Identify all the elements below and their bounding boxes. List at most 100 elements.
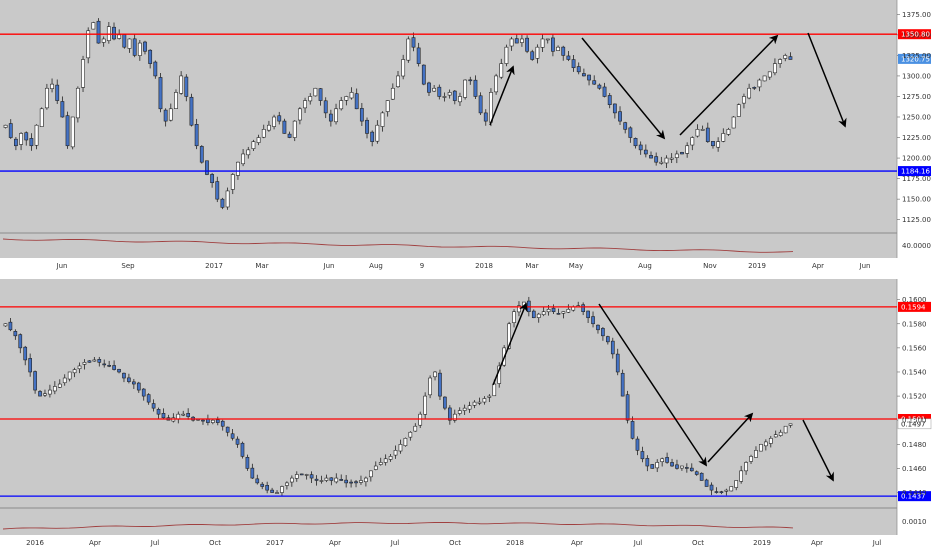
top-candle-body [773,63,777,74]
top-candle-body [50,83,54,89]
top-candle-body [566,55,571,60]
top-candle-body [65,115,70,147]
bottom-candle-body [260,483,265,487]
top-candle-body [509,38,514,47]
bottom-candle-body [546,308,551,313]
bottom-candle-body [680,465,684,469]
bottom-candle-body [304,474,309,476]
bottom-candle-body [645,458,650,467]
top-candle-body [747,87,752,99]
bottom-candle-body [92,359,97,362]
bottom-candle-body [87,360,92,363]
top-candle-body [101,38,106,43]
top-candle-body [587,74,591,81]
top-candle-body [370,131,375,142]
top-candle-body [705,127,710,142]
bottom-candle-body [329,477,334,481]
bottom-candle-body [339,479,344,481]
top-candle-body [153,61,158,77]
top-candle-body [664,157,669,164]
bottom-y-tick-label: 0.1480 [902,441,927,449]
bottom-candle-body [132,381,136,385]
top-candle-body [127,38,132,49]
top-candle-body [695,129,700,137]
bottom-candle-body [280,486,284,493]
bottom-resistance-lower-price-label: 0.1501 [901,415,926,423]
bottom-x-tick-label: Apr [811,539,823,547]
top-y-tick-label: 1175.00 [902,175,931,183]
bottom-candle-body [759,444,763,452]
top-candle-body [277,115,282,122]
trend-arrow [707,412,754,463]
bottom-resistance-upper-price-tag [898,301,931,312]
top-candle-body [282,120,287,134]
top-panel [0,0,932,273]
top-candle-body [612,103,617,114]
bottom-candle-body [359,480,363,483]
top-candle-body [349,92,354,99]
bottom-candle-body [408,431,413,438]
top-candle-body [649,155,653,159]
bottom-candle-body [586,310,590,319]
top-candle-body [504,46,509,64]
top-candle-body [8,123,13,138]
top-candle-body [540,38,545,48]
top-candle-body [489,92,493,123]
bottom-candle-body [556,313,561,315]
bottom-candles [3,296,793,496]
bottom-candle-body [28,358,32,373]
bottom-candle-body [472,401,477,406]
bottom-candle-body [211,419,215,423]
bottom-candle-body [67,371,72,380]
top-x-tick-label: Mar [255,262,268,270]
top-x-tick-label: Jun [859,262,871,270]
top-candle-body [473,79,478,97]
top-candle-body [210,174,215,184]
bottom-candle-body [764,441,768,447]
bottom-indicator-axis-label: 0.0010 [902,518,927,526]
bottom-candle-body [438,372,442,397]
bottom-candle-body [383,458,388,463]
top-candle-body [24,132,29,141]
top-candle-body [757,79,762,88]
top-candle-body [163,109,168,122]
bottom-candle-body [77,365,82,370]
top-candle-body [421,64,426,85]
bottom-candle-body [448,407,452,421]
top-candle-body [143,41,147,52]
top-candle-body [447,92,452,96]
top-candle-body [581,73,586,77]
top-y-tick-label: 1375.00 [902,11,931,19]
top-candle-body [406,38,411,61]
bottom-candle-body [487,395,492,398]
bottom-y-tick-label: 0.1460 [902,465,927,473]
top-y-tick-label: 1325.00 [902,52,931,60]
top-y-tick-label: 1125.00 [902,216,931,224]
top-candle-body [241,153,245,165]
bottom-candle-body [161,413,166,419]
bottom-candle-body [413,425,418,432]
trend-arrow [492,302,528,386]
bottom-candle-body [694,471,699,475]
top-plot-background [0,0,897,258]
top-x-tick-label: Aug [369,262,383,270]
top-candle-body [416,47,421,64]
bottom-candle-body [610,340,615,355]
top-candle-body [339,100,344,110]
bottom-candle-body [127,377,131,382]
bottom-last-price-label: 0.1497 [901,420,926,428]
top-candle-body [736,104,741,117]
top-candle-body [607,95,612,105]
top-candle-body [117,34,122,39]
bottom-candle-body [3,323,8,327]
top-candle-body [189,96,194,126]
bottom-x-tick-label: 2019 [753,539,771,547]
top-candle-body [375,124,380,142]
trend-arrow [581,37,666,140]
top-candle-body [91,22,96,30]
top-candle-body [385,100,390,112]
bottom-candle-body [378,462,383,465]
bottom-candle-body [551,307,556,312]
bottom-candle-body [650,464,655,469]
bottom-candle-body [531,310,536,319]
